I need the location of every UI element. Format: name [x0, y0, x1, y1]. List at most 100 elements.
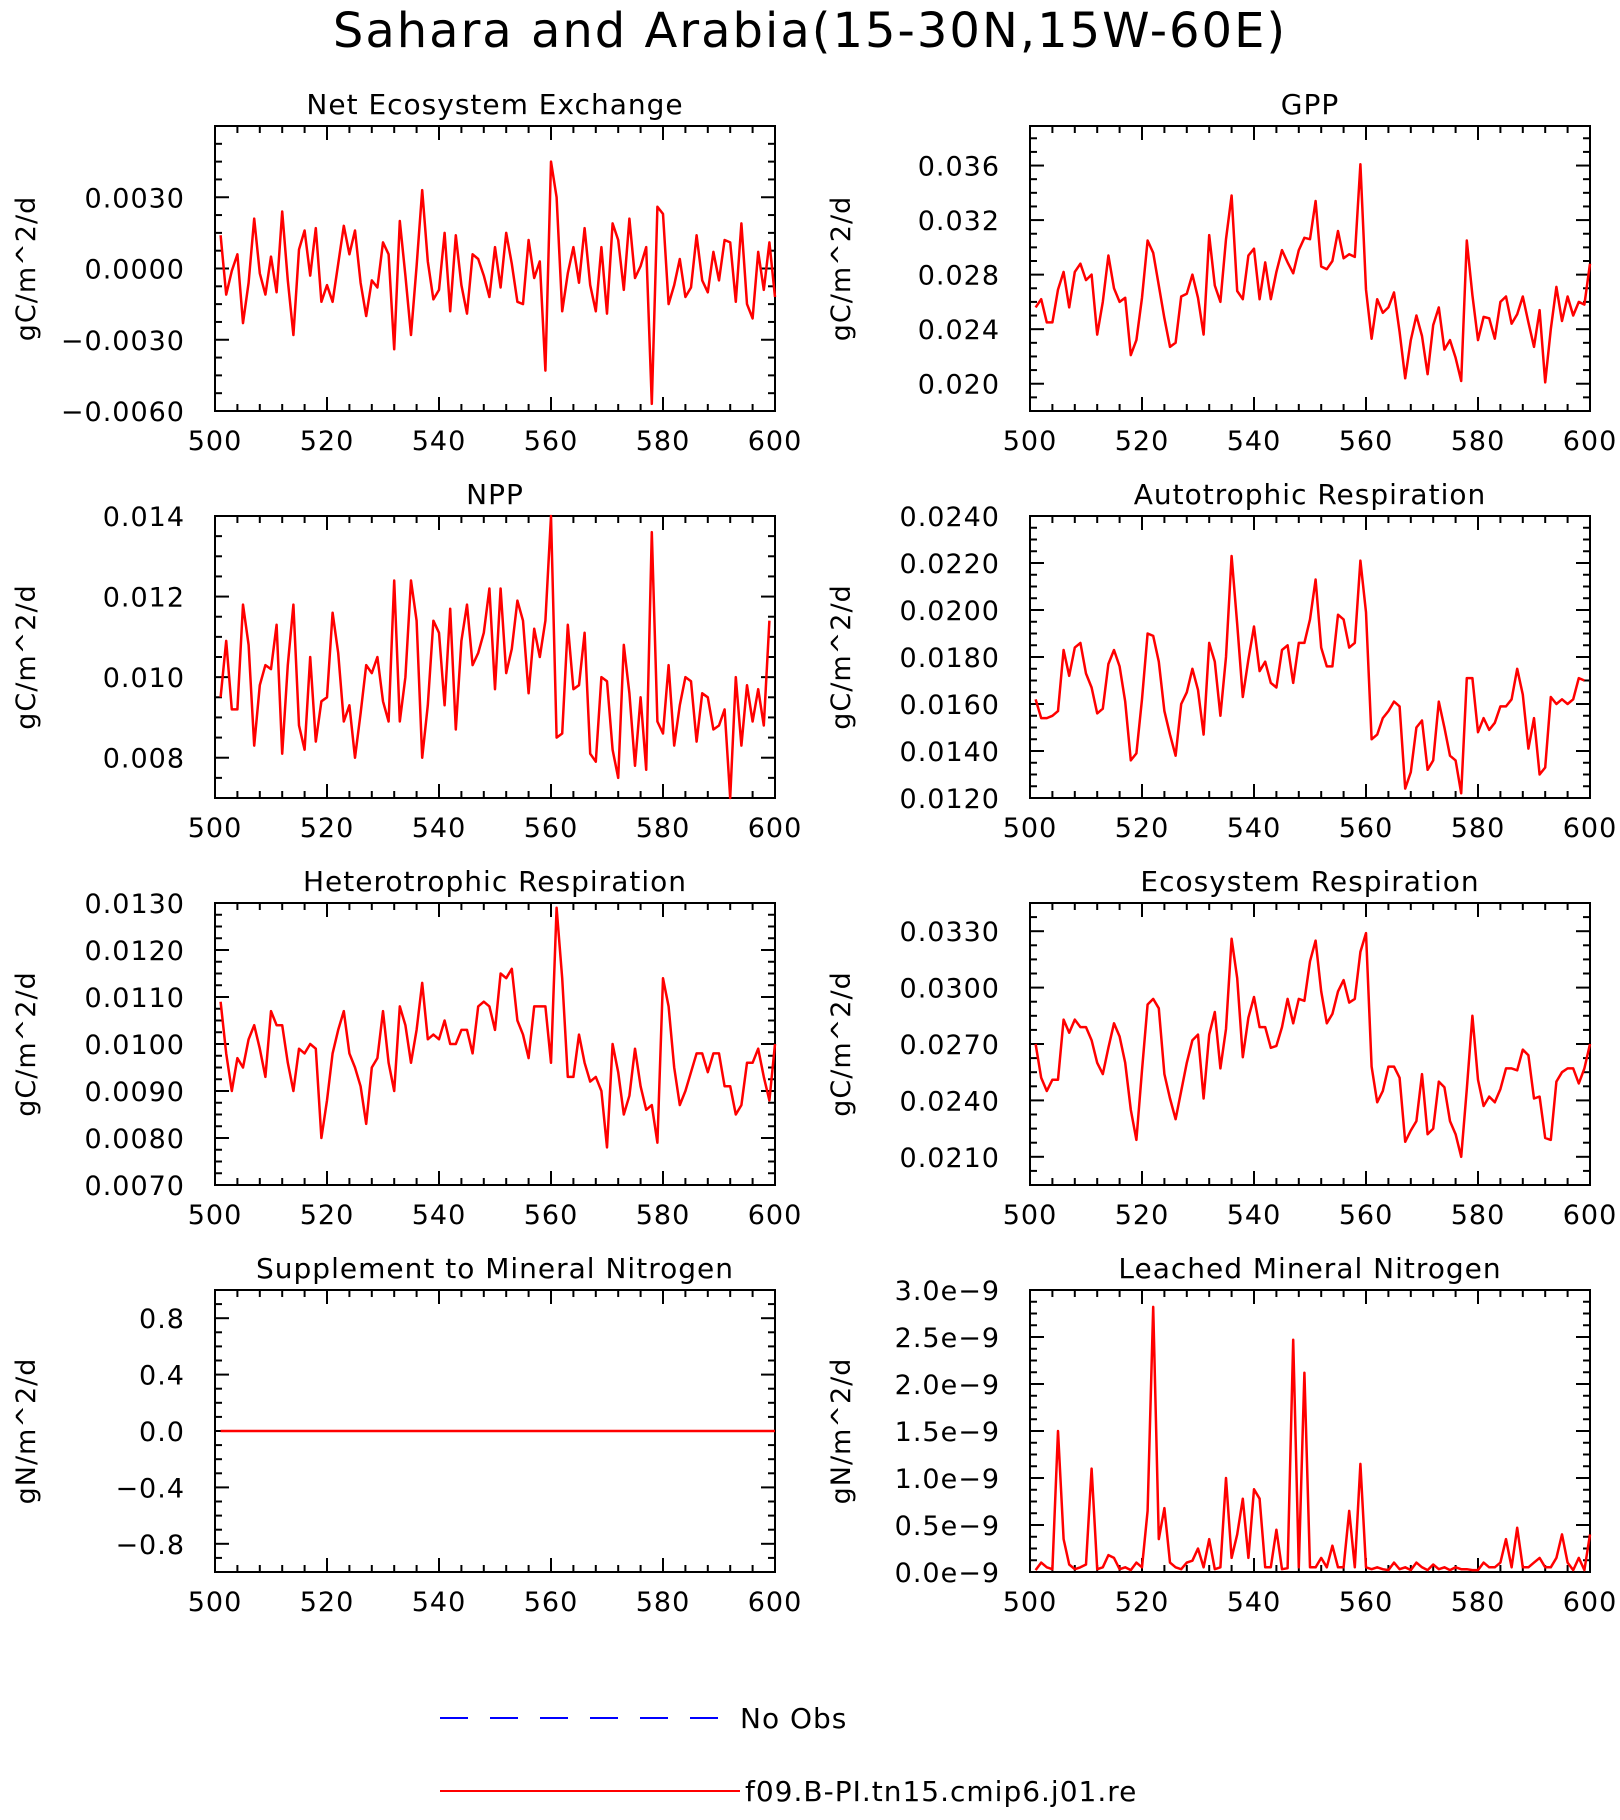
- x-tick-label: 500: [188, 426, 243, 457]
- x-tick-label: 580: [1451, 426, 1506, 457]
- x-tick-label: 520: [1115, 1587, 1170, 1618]
- x-tick-label: 600: [748, 813, 803, 844]
- panel-gpp: GPP 500 520 540 560 580 600 0.020 0.024 0.028 0.03…: [826, 88, 1618, 457]
- x-tick-label: 500: [1003, 1200, 1058, 1231]
- y-tick-label: 0.0300: [900, 974, 1000, 1005]
- x-tick-label: 580: [636, 1587, 691, 1618]
- panel-autotrophic-respiration: Autotrophic Respiration 500 520 540 560 580 60…: [826, 478, 1618, 844]
- x-tick-label: 580: [636, 1200, 691, 1231]
- y-tick-label: 0.0e−9: [895, 1558, 1000, 1589]
- x-tick-label: 520: [1115, 813, 1170, 844]
- x-tick-label: 540: [412, 1200, 467, 1231]
- panel-title-npp: NPP: [466, 478, 524, 511]
- y-tick-label: 0.0270: [900, 1030, 1000, 1061]
- figure-title: Sahara and Arabia(15-30N,15W-60E): [333, 3, 1287, 59]
- x-tick-label: 500: [188, 1200, 243, 1231]
- panels-group: Net Ecosystem Exchange 500 520 540 560 580 600…: [11, 88, 1618, 1618]
- y-tick-label: 0.5e−9: [895, 1511, 1000, 1542]
- panel-leached-mineral-nitrogen: Leached Mineral Nitrogen 500 520 540 560 580 6…: [826, 1252, 1616, 1618]
- y-tick-label: 0.024: [918, 315, 1000, 346]
- y-tick-label: 0.0080: [85, 1124, 185, 1155]
- x-tick-label: 580: [636, 813, 691, 844]
- y-tick-label: −0.0030: [61, 326, 185, 357]
- y-tick-label: 0.0200: [900, 596, 1000, 627]
- y-tick-label: 0.028: [918, 261, 1000, 292]
- y-tick-label: −0.4: [115, 1473, 185, 1504]
- panel-title-heterotrophic-respiration: Heterotrophic Respiration: [303, 865, 687, 898]
- y-tick-label: 0.0160: [900, 690, 1000, 721]
- y-tick-label: 0.0070: [85, 1171, 185, 1202]
- x-tick-label: 560: [524, 1587, 579, 1618]
- y-tick-label: 0.012: [103, 583, 185, 614]
- x-tick-label: 520: [300, 1587, 355, 1618]
- x-tick-label: 560: [524, 813, 579, 844]
- series-line-net-ecosystem-exchange: [219, 160, 777, 406]
- plot-frame: [214, 515, 776, 799]
- y-tick-label: −0.8: [115, 1530, 185, 1561]
- x-tick-label: 600: [748, 1587, 803, 1618]
- y-tick-label: 0.010: [103, 663, 185, 694]
- x-tick-label: 520: [1115, 426, 1170, 457]
- y-tick-label: 0.020: [918, 370, 1000, 401]
- y-tick-label: 0.0220: [900, 549, 1000, 580]
- x-tick-label: 540: [412, 426, 467, 457]
- y-tick-label: 1.5e−9: [895, 1417, 1000, 1448]
- y-tick-label: 0.0030: [85, 183, 185, 214]
- y-axis-label: gN/m^2/d: [826, 1358, 857, 1505]
- panel-title-autotrophic-respiration: Autotrophic Respiration: [1134, 478, 1486, 511]
- panel-npp: NPP 500 520 540 560 580 600 0.008 0.010 0.012 0.01…: [11, 478, 803, 844]
- x-tick-label: 500: [1003, 1587, 1058, 1618]
- x-tick-label: 540: [412, 813, 467, 844]
- plot-frame: [1029, 125, 1591, 412]
- y-tick-label: 1.0e−9: [895, 1464, 1000, 1495]
- y-tick-label: 0.008: [103, 744, 185, 775]
- series-line-gpp: [1034, 162, 1592, 384]
- x-tick-label: 560: [1339, 1200, 1394, 1231]
- x-tick-label: 500: [1003, 426, 1058, 457]
- x-tick-label: 520: [300, 1200, 355, 1231]
- x-tick-label: 600: [1563, 1200, 1618, 1231]
- y-tick-label: 0.0110: [85, 983, 185, 1014]
- x-tick-label: 520: [300, 813, 355, 844]
- y-tick-label: 0.4: [139, 1361, 185, 1392]
- x-tick-label: 580: [1451, 1200, 1506, 1231]
- x-tick-label: 600: [1563, 426, 1618, 457]
- legend: No Obs f09.B-PI.tn15.cmip6.j01.re: [440, 1702, 1137, 1808]
- x-tick-label: 580: [1451, 813, 1506, 844]
- x-tick-label: 560: [1339, 813, 1394, 844]
- y-tick-label: 0.014: [103, 502, 185, 533]
- x-tick-label: 580: [1451, 1587, 1506, 1618]
- y-tick-label: 0.0240: [900, 502, 1000, 533]
- y-tick-label: 2.0e−9: [895, 1370, 1000, 1401]
- y-axis-label: gC/m^2/d: [11, 971, 42, 1116]
- x-tick-label: 520: [1115, 1200, 1170, 1231]
- series-line-npp: [219, 514, 771, 800]
- series-line-heterotrophic-respiration: [219, 906, 777, 1149]
- y-tick-label: 0.0210: [900, 1143, 1000, 1174]
- x-tick-label: 540: [1227, 1587, 1282, 1618]
- y-tick-label: 0.0140: [900, 737, 1000, 768]
- x-tick-label: 520: [300, 426, 355, 457]
- panel-ecosystem-respiration: Ecosystem Respiration 500 520 540 560 580 600 0…: [826, 865, 1618, 1231]
- panel-net-ecosystem-exchange: Net Ecosystem Exchange 500 520 540 560 580 600…: [11, 88, 803, 457]
- x-tick-label: 600: [748, 426, 803, 457]
- y-tick-label: 0.0120: [900, 784, 1000, 815]
- y-axis-label: gC/m^2/d: [11, 584, 42, 729]
- y-tick-label: 0.8: [139, 1304, 185, 1335]
- series-line-ecosystem-respiration: [1034, 931, 1592, 1159]
- y-tick-label: 0.0000: [85, 255, 185, 286]
- y-axis-label: gC/m^2/d: [826, 584, 857, 729]
- legend-label-model: f09.B-PI.tn15.cmip6.j01.re: [745, 1775, 1137, 1808]
- y-tick-label: 0.0120: [85, 936, 185, 967]
- x-tick-label: 560: [1339, 426, 1394, 457]
- y-tick-label: −0.0060: [61, 397, 185, 428]
- panel-title-ecosystem-respiration: Ecosystem Respiration: [1140, 865, 1479, 898]
- y-tick-label: 0.036: [918, 152, 1000, 183]
- panel-title-net-ecosystem-exchange: Net Ecosystem Exchange: [306, 88, 683, 121]
- y-tick-label: 0.0180: [900, 643, 1000, 674]
- x-tick-label: 600: [1563, 813, 1618, 844]
- x-tick-label: 560: [524, 426, 579, 457]
- x-tick-label: 500: [1003, 813, 1058, 844]
- y-axis-label: gN/m^2/d: [11, 1358, 42, 1505]
